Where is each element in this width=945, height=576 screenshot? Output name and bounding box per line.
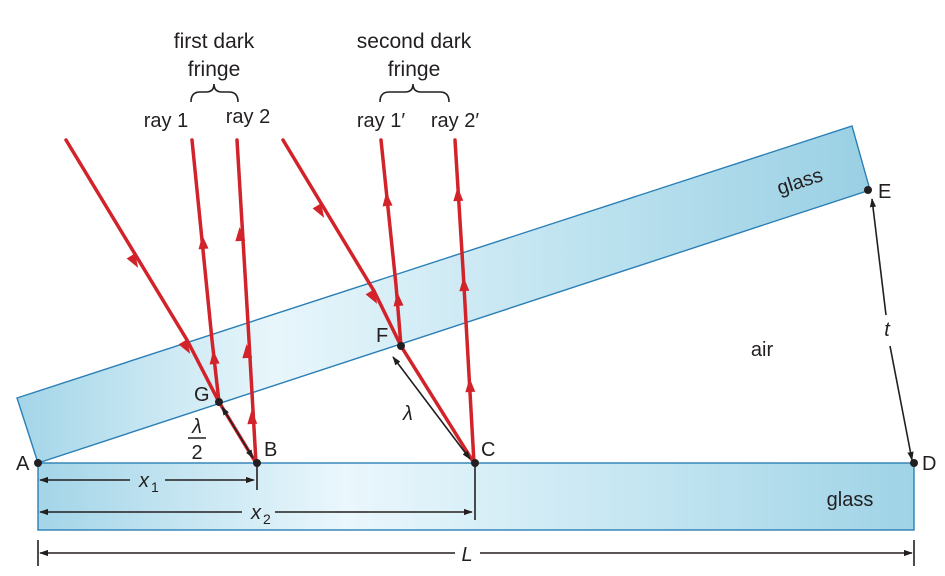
arrowhead: [247, 410, 258, 425]
point-b-label: B: [264, 439, 277, 461]
half-lambda-denominator: 2: [191, 442, 202, 464]
point-c-label: C: [481, 439, 495, 461]
ray-1p-label: ray 1′: [357, 110, 405, 132]
arrowhead: [365, 289, 378, 304]
point-c: [471, 459, 479, 467]
points: [34, 186, 918, 467]
arrowhead: [178, 339, 191, 354]
air-label: air: [751, 339, 774, 361]
point-b: [253, 459, 261, 467]
arrowhead: [242, 344, 253, 359]
arrowhead: [393, 292, 404, 307]
point-a-label: A: [16, 453, 30, 475]
ray-2p-label: ray 2′: [431, 110, 479, 132]
x2-subscript: 2: [263, 511, 271, 527]
point-d-label: D: [922, 453, 936, 475]
ray-1-label: ray 1: [144, 110, 188, 132]
second-fringe-label-line1: second dark: [357, 30, 472, 53]
x1-subscript: 1: [151, 479, 159, 495]
arrowhead: [126, 253, 139, 268]
arrowhead: [382, 192, 393, 207]
half-lambda-numerator: λ: [191, 416, 202, 438]
l-label: L: [461, 544, 472, 566]
t-dimension-upper: [869, 198, 887, 316]
point-g: [215, 398, 223, 406]
bottom-glass-plate: [37, 462, 915, 531]
arrowhead: [198, 235, 209, 250]
t-label: t: [884, 319, 891, 341]
ray-2-label: ray 2: [226, 106, 270, 128]
x1-label: x: [138, 470, 150, 492]
point-e-label: E: [878, 181, 891, 203]
point-a: [34, 459, 42, 467]
ray-1-line: [190, 138, 221, 404]
first-fringe-label-line1: first dark: [174, 30, 255, 53]
brace-first-fringe: [190, 83, 239, 103]
point-f-label: F: [376, 325, 388, 347]
arrowhead: [235, 227, 246, 242]
arrowhead: [209, 350, 220, 365]
point-g-label: G: [194, 384, 210, 406]
x2-label: x: [250, 502, 262, 524]
arrowhead: [312, 203, 325, 218]
lambda-dimension: [392, 356, 471, 460]
lambda-half-dimension: [221, 406, 254, 459]
point-e: [864, 186, 872, 194]
arrowhead: [453, 187, 464, 202]
point-f: [397, 342, 405, 350]
lambda-label: λ: [402, 403, 413, 425]
point-d: [910, 459, 918, 467]
arrowhead: [459, 277, 470, 292]
glass-bottom-label: glass: [827, 489, 874, 511]
t-dimension-lower: [889, 345, 914, 461]
ray-1p-line: [379, 138, 403, 348]
brace-second-fringe: [379, 83, 450, 103]
arrowhead: [465, 378, 476, 393]
first-fringe-label-line2: fringe: [188, 58, 241, 81]
second-fringe-label-line2: fringe: [388, 58, 441, 81]
